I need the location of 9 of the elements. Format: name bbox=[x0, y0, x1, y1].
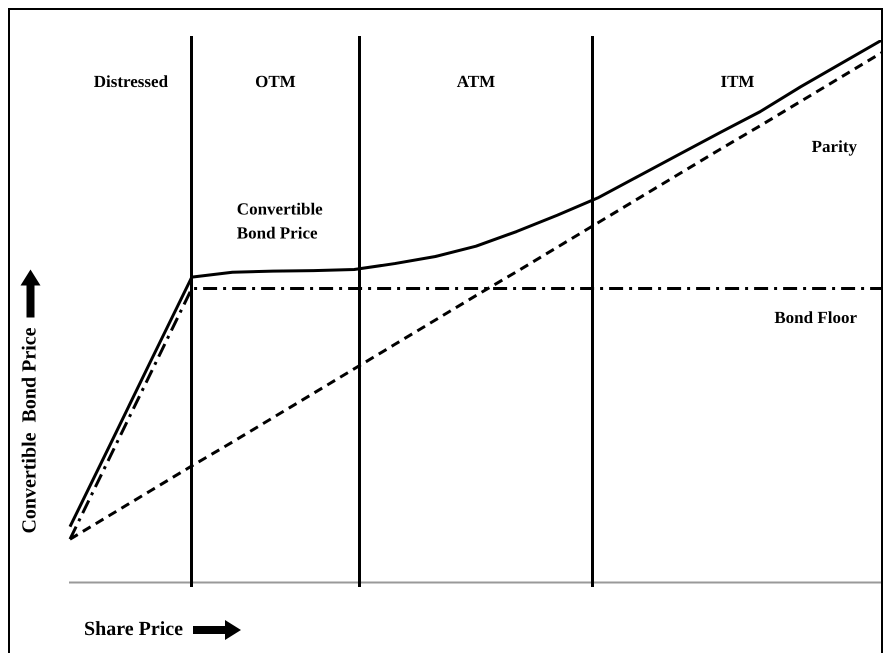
annotation: ATM bbox=[456, 72, 496, 92]
annotation: Distressed bbox=[92, 72, 170, 92]
series-label: Bond Floor bbox=[774, 308, 858, 327]
series-label: Convertible Bond Price bbox=[236, 200, 324, 243]
text: Parity bbox=[812, 136, 858, 156]
annotation: OTM bbox=[254, 72, 297, 92]
annotation: ITM bbox=[719, 72, 756, 92]
y-axis-title: Convertible Bond Price bbox=[18, 327, 42, 534]
x-axis-title: Share Price bbox=[84, 618, 184, 641]
